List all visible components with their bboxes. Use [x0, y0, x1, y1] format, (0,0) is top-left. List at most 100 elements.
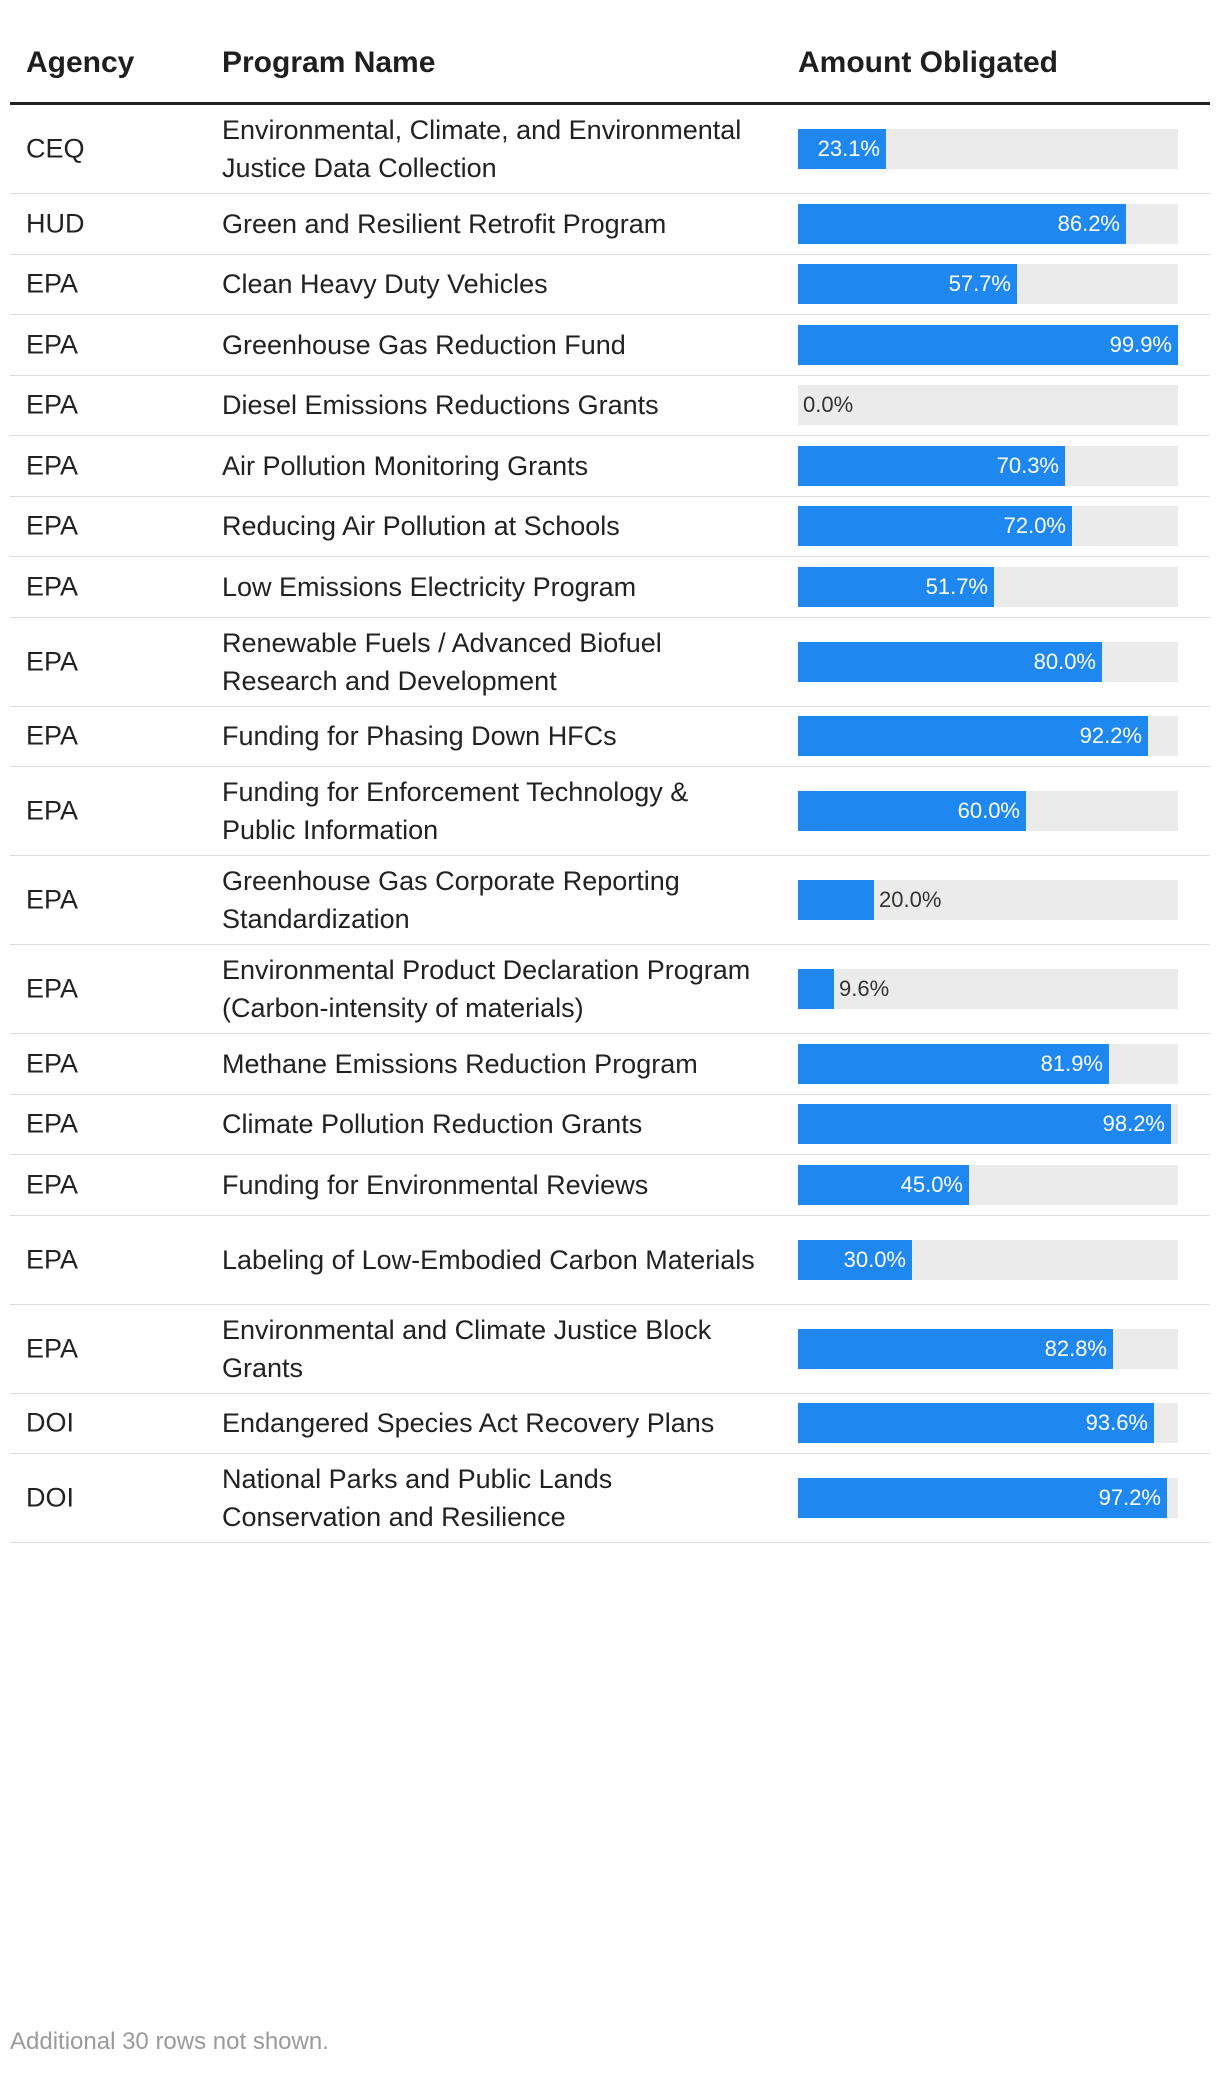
program-name-cell: Greenhouse Gas Corporate Reporting Stand… [222, 866, 680, 934]
bar-fill [798, 1328, 1113, 1369]
bar-track: 60.0% [798, 791, 1178, 831]
bar-track: 23.1% [798, 129, 1178, 169]
bar-fill [798, 203, 1126, 244]
bar-value-label: 80.0% [1033, 648, 1096, 674]
bar-value-label: 99.9% [1109, 331, 1172, 357]
bar-track: 0.0% [798, 385, 1178, 426]
footnote: Additional 30 rows not shown. [10, 2028, 329, 2055]
program-name-cell: Greenhouse Gas Reduction Fund [222, 329, 626, 360]
program-name-cell: Labeling of Low-Embodied Carbon Material… [222, 1244, 755, 1275]
program-name-cell: Funding for Phasing Down HFCs [222, 721, 617, 752]
table-row: EPA Climate Pollution Reduction Grants 98.… [10, 1095, 1210, 1155]
table-row: EPA Renewable Fuels / Advanced Biofuel Re… [10, 618, 1210, 707]
bar-value-label: 82.8% [1044, 1335, 1107, 1361]
table-row: CEQ Environmental, Climate, and Environme… [10, 105, 1210, 194]
agency-cell: EPA [26, 1244, 79, 1274]
program-name-cell: Reducing Air Pollution at Schools [222, 511, 620, 542]
program-name-cell: Diesel Emissions Reductions Grants [222, 390, 659, 421]
bar-value-label: 0.0% [803, 392, 854, 418]
bar-value-label: 60.0% [957, 798, 1020, 823]
bar-track: 82.8% [798, 1328, 1178, 1369]
bar-value-label: 86.2% [1057, 210, 1120, 236]
bar-value-label: 70.3% [996, 452, 1059, 478]
table-row: EPA Reducing Air Pollution at Schools 72.0… [10, 497, 1210, 557]
table-row: EPA Low Emissions Electricity Program 51.7… [10, 557, 1210, 618]
bar-fill [798, 1104, 1171, 1145]
bar-value-label: 9.6% [839, 976, 890, 1001]
table-row: EPA Environmental Product Declaration Pro… [10, 945, 1210, 1034]
data-table: Agency Program Name Amount Obligated CEQ… [10, 0, 1210, 1543]
bar-track: 98.2% [798, 1104, 1178, 1145]
agency-cell: HUD [26, 208, 85, 239]
bar-track: 80.0% [798, 641, 1178, 682]
program-name-cell: Funding for Environmental Reviews [222, 1169, 649, 1200]
bar-track: 45.0% [798, 1164, 1178, 1205]
program-name-cell: Air Pollution Monitoring Grants [222, 450, 589, 481]
bar-value-label: 20.0% [879, 887, 942, 912]
program-name-cell: Green and Resilient Retrofit Program [222, 208, 667, 239]
bar-value-label: 72.0% [1003, 513, 1066, 539]
bar-track: 81.9% [798, 1043, 1178, 1084]
bar-value-label: 98.2% [1102, 1111, 1165, 1137]
agency-cell: EPA [26, 268, 79, 299]
table-body: CEQ Environmental, Climate, and Environme… [10, 105, 1210, 1543]
agency-cell: EPA [26, 1108, 79, 1139]
program-name-cell: Environmental Product Declaration Progra… [222, 955, 751, 1023]
table-row: DOI Endangered Species Act Recovery Plans… [10, 1394, 1210, 1454]
bar-fill [798, 641, 1102, 682]
bar-fill [798, 264, 1017, 305]
table-row: EPA Air Pollution Monitoring Grants 70.3% [10, 436, 1210, 497]
bar-fill [798, 1478, 1167, 1518]
column-header-program-name: Program Name [222, 46, 436, 79]
program-name-cell: Climate Pollution Reduction Grants [222, 1109, 643, 1140]
bar-value-label: 81.9% [1040, 1050, 1103, 1076]
bar-track: 57.7% [798, 264, 1178, 305]
table-row: HUD Green and Resilient Retrofit Program 8… [10, 194, 1210, 255]
agency-cell: EPA [26, 329, 79, 360]
agency-cell: EPA [26, 973, 79, 1004]
table-row: EPA Funding for Enforcement Technology & … [10, 767, 1210, 856]
table-row: EPA Methane Emissions Reduction Program 81… [10, 1034, 1210, 1095]
bar-track: 30.0% [798, 1239, 1178, 1280]
agency-cell: CEQ [26, 133, 85, 164]
bar-value-label: 23.1% [817, 136, 880, 161]
bar-value-label: 51.7% [925, 573, 988, 599]
bar-fill [798, 1403, 1154, 1444]
bar-fill [798, 716, 1148, 757]
table-header: Agency Program Name Amount Obligated [10, 0, 1210, 105]
program-name-cell: Environmental, Climate, and Environmenta… [222, 115, 742, 183]
bar-track: 93.6% [798, 1403, 1178, 1444]
table-row: EPA Diesel Emissions Reductions Grants 0.0… [10, 376, 1210, 436]
program-name-cell: Renewable Fuels / Advanced Biofuel Resea… [222, 627, 662, 696]
program-name-cell: Environmental and Climate Justice Block … [222, 1314, 712, 1383]
agency-cell: EPA [26, 571, 79, 602]
table-row: EPA Environmental and Climate Justice Blo… [10, 1305, 1210, 1394]
bar-fill [798, 129, 886, 169]
bar-fill [798, 324, 1178, 365]
table-row: EPA Labeling of Low-Embodied Carbon Mater… [10, 1216, 1210, 1305]
table-row: EPA Clean Heavy Duty Vehicles 57.7% [10, 255, 1210, 315]
bar-fill [798, 1043, 1109, 1084]
bar-fill [798, 791, 1026, 831]
bar-track: 97.2% [798, 1478, 1178, 1518]
bar-track: 20.0% [798, 880, 1178, 920]
agency-cell: DOI [26, 1407, 75, 1438]
bar-track: 99.9% [798, 324, 1178, 365]
bar-value-label: 57.7% [948, 271, 1011, 297]
bar-track: 86.2% [798, 203, 1178, 244]
agency-cell: EPA [26, 510, 79, 541]
agency-cell: EPA [26, 389, 79, 420]
bar-fill [798, 566, 994, 607]
bar-value-label: 97.2% [1098, 1485, 1161, 1510]
program-name-cell: Endangered Species Act Recovery Plans [222, 1408, 715, 1439]
bar-value-label: 30.0% [843, 1246, 906, 1272]
column-header-amount-obligated: Amount Obligated [798, 46, 1058, 79]
agency-cell: EPA [26, 646, 79, 676]
bar-track: 92.2% [798, 716, 1178, 757]
agency-cell: DOI [26, 1482, 75, 1513]
program-name-cell: Methane Emissions Reduction Program [222, 1048, 698, 1079]
table-row: DOI National Parks and Public Lands Conse… [10, 1454, 1210, 1543]
program-name-cell: National Parks and Public Lands Conserva… [222, 1464, 613, 1532]
agency-cell: EPA [26, 720, 79, 751]
bar-track: 9.6% [798, 969, 1178, 1009]
